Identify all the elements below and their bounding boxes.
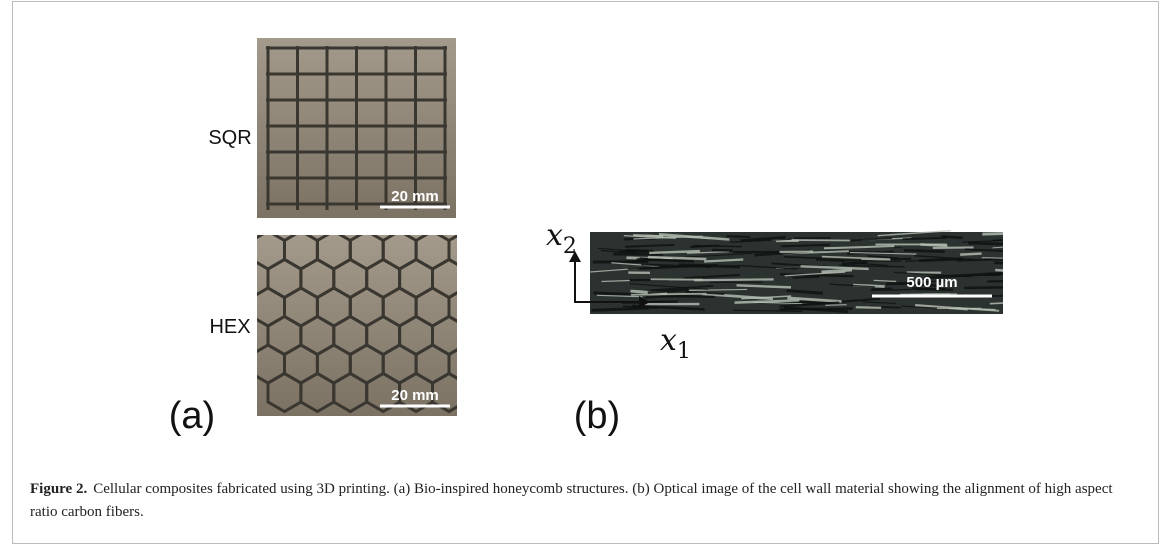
figure: SQR HEX 20 mm 20 mm 500 µm (a) (b) x2 x1	[0, 0, 1172, 470]
fiber	[960, 254, 981, 255]
fiber	[964, 287, 1036, 288]
scale-bar-label: 20 mm	[391, 387, 439, 404]
fiber	[941, 236, 963, 237]
caption-label: Figure 2.	[30, 481, 87, 497]
row-label: SQR	[208, 127, 251, 149]
fiber	[968, 243, 1031, 245]
cell	[466, 374, 499, 412]
fiber	[995, 270, 1016, 271]
fiber	[904, 250, 945, 251]
cell	[466, 317, 499, 355]
fiber	[829, 261, 901, 262]
fiber	[871, 288, 892, 289]
scale-bar-label: 500 µm	[906, 274, 957, 291]
fiber	[994, 263, 1057, 267]
fiber	[633, 235, 663, 236]
fiber	[712, 250, 732, 251]
fiber	[982, 233, 1021, 234]
axis-symbol: x	[546, 218, 563, 253]
fiber	[694, 279, 773, 280]
panel-label: (b)	[574, 395, 620, 437]
fiber	[793, 277, 820, 278]
fiber	[933, 247, 974, 248]
fiber	[987, 281, 1027, 282]
fiber	[727, 236, 751, 237]
caption: Figure 2.Cellular composites fabricated …	[30, 478, 1130, 524]
scale-bar-label: 20 mm	[391, 188, 439, 205]
axis-label: x1	[660, 323, 691, 364]
fiber	[781, 245, 830, 246]
axis-label: x2	[546, 218, 577, 259]
axis-symbol: x	[660, 323, 677, 358]
fiber	[631, 294, 706, 295]
axis-subscript: 1	[677, 339, 691, 364]
cell	[466, 260, 499, 298]
row-label: HEX	[209, 316, 250, 338]
caption-text: Cellular composites fabricated using 3D …	[30, 481, 1113, 520]
axis-subscript: 2	[563, 234, 577, 259]
fiber	[821, 270, 852, 272]
panel-label: (a)	[169, 395, 215, 437]
page: SQR HEX 20 mm 20 mm 500 µm (a) (b) x2 x1…	[0, 0, 1172, 557]
fiber	[970, 309, 995, 310]
fiber	[825, 305, 846, 306]
